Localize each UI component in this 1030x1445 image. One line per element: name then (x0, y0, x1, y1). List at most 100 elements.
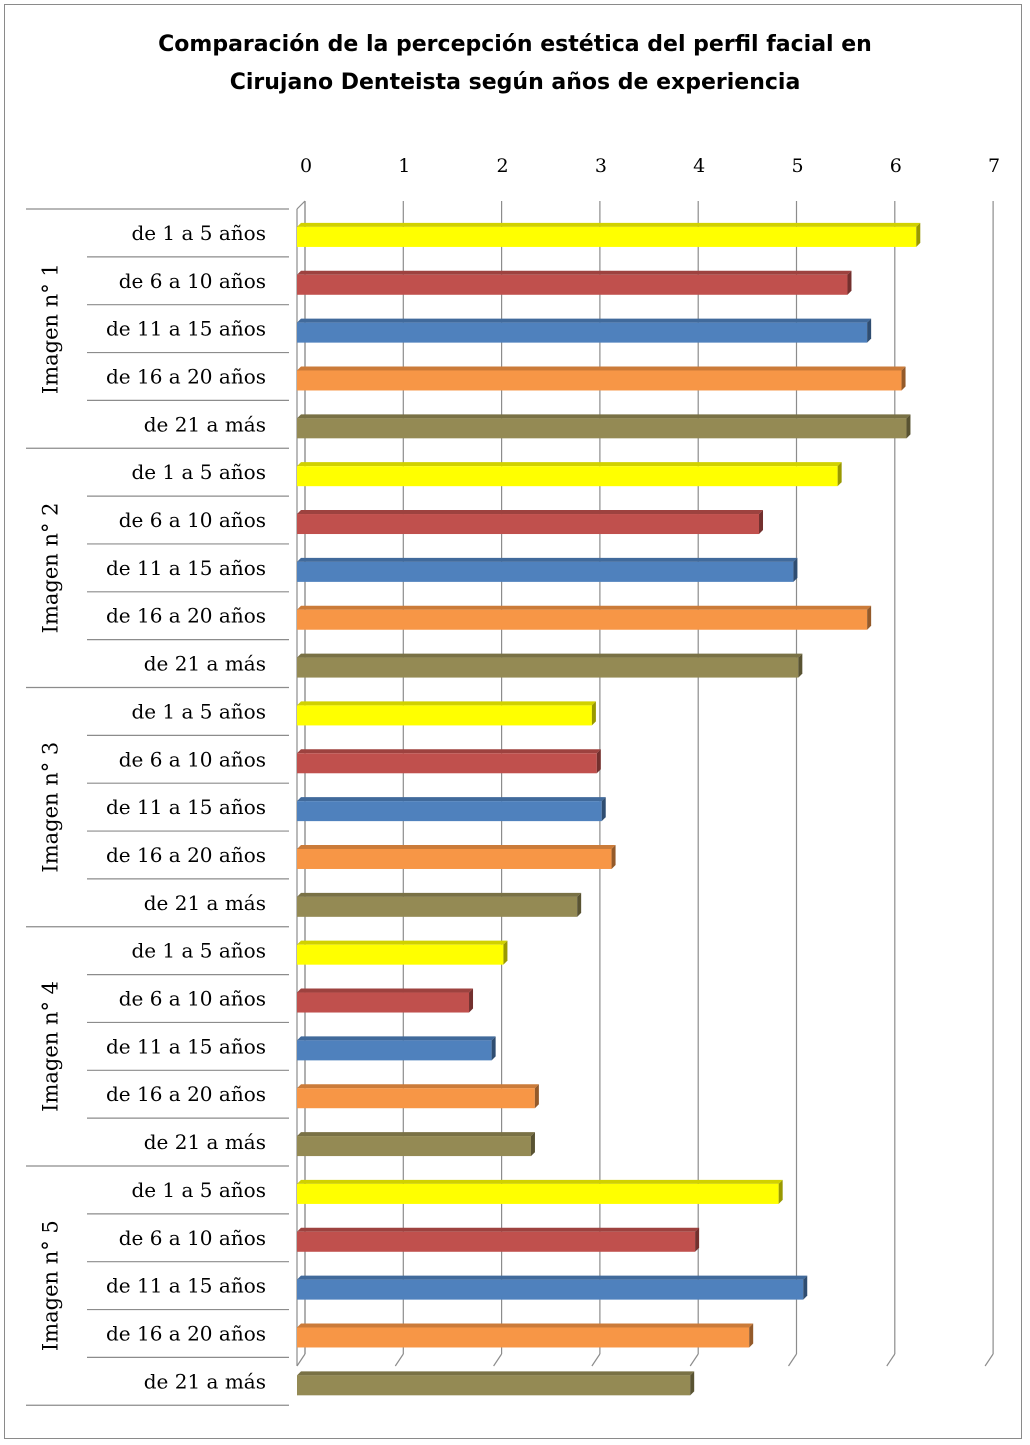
category-label: de 16 a 20 años (106, 1321, 266, 1345)
bar-front-face (297, 1231, 696, 1252)
bar-top-face (297, 653, 803, 658)
bar-top-face (297, 892, 582, 897)
bar (297, 462, 842, 487)
bar-end-face (534, 1084, 539, 1109)
bars (297, 222, 921, 1396)
bar-front-face (297, 609, 868, 630)
category-label: de 16 a 20 años (106, 843, 266, 867)
bar (297, 1227, 700, 1252)
bar-end-face (577, 892, 582, 917)
bar-end-face (503, 940, 508, 965)
bar (297, 940, 508, 965)
bar-end-face (690, 1371, 695, 1396)
bar-top-face (297, 414, 911, 419)
bar-top-face (297, 844, 616, 849)
category-label: de 6 a 10 años (119, 987, 266, 1011)
bar-top-face (297, 940, 508, 945)
bar-top-face (297, 1371, 695, 1376)
category-label: de 16 a 20 años (106, 604, 266, 628)
group-label: Imagen n° 2 (39, 502, 63, 633)
category-labels: de 1 a 5 años de 6 a 10 años de 11 a 15 añ… (39, 221, 267, 1393)
floor-gridline (689, 1353, 699, 1367)
floor-gridline (394, 1353, 404, 1367)
bar-front-face (297, 848, 612, 869)
bar (297, 270, 852, 295)
bar (297, 749, 601, 774)
bar (297, 1371, 695, 1396)
floor-gridline (493, 1353, 503, 1367)
floor-gridline (984, 1353, 994, 1367)
bar (297, 1036, 496, 1061)
bar-end-face (798, 653, 803, 678)
bar-front-face (297, 1375, 691, 1396)
bar-front-face (297, 322, 868, 343)
bar-end-face (803, 1275, 808, 1300)
bar-front-face (297, 753, 597, 774)
bar (297, 844, 616, 869)
floor-gridline (591, 1353, 601, 1367)
x-tick-label: 2 (497, 155, 509, 177)
bar-front-face (297, 705, 592, 726)
bar-top-face (297, 749, 601, 754)
bar (297, 1275, 808, 1300)
axes: 0 1 2 3 4 5 6 7 (26, 155, 1000, 1406)
category-label: de 1 a 5 años (131, 460, 266, 484)
category-label: de 1 a 5 años (131, 939, 266, 963)
bar (297, 988, 474, 1013)
x-tick-label: 5 (791, 155, 803, 177)
bar (297, 605, 872, 630)
bar-top-face (297, 1227, 700, 1232)
x-tick-label: 3 (595, 155, 607, 177)
bar-top-face (297, 366, 906, 371)
category-label: de 11 a 15 años (106, 1274, 266, 1298)
bar (297, 1132, 535, 1157)
bar-top-face (297, 1132, 535, 1137)
category-label: de 21 a más (144, 1369, 266, 1393)
bar-end-face (837, 462, 842, 487)
group-label: Imagen n° 4 (39, 981, 63, 1112)
bar-top-face (297, 701, 596, 706)
bar-front-face (297, 370, 902, 391)
bar-front-face (297, 1327, 750, 1348)
chart-title: Comparación de la percepción estética de… (0, 26, 1030, 102)
category-label: de 11 a 15 años (106, 317, 266, 341)
bar (297, 557, 798, 582)
category-label: de 6 a 10 años (119, 747, 266, 771)
x-tick-label: 7 (988, 155, 1000, 177)
floor-gridline (296, 1353, 306, 1367)
bar-top-face (297, 988, 474, 993)
bar-top-face (297, 1084, 539, 1089)
x-tick-label: 6 (890, 155, 902, 177)
category-label: de 21 a más (144, 891, 266, 915)
bar-top-face (297, 510, 764, 515)
bar-front-face (297, 466, 838, 487)
bar (297, 797, 606, 822)
bar-top-face (297, 1323, 754, 1328)
group-label: Imagen n° 5 (39, 1220, 63, 1351)
bar-top-face (297, 270, 852, 275)
bar-end-face (596, 749, 601, 774)
category-label: de 16 a 20 años (106, 364, 266, 388)
group-label: Imagen n° 1 (39, 263, 63, 394)
category-label: de 21 a más (144, 412, 266, 436)
bar-end-face (906, 414, 911, 439)
category-label: de 16 a 20 años (106, 1082, 266, 1106)
bar-end-face (491, 1036, 496, 1061)
category-label: de 11 a 15 años (106, 556, 266, 580)
bar-front-face (297, 1088, 535, 1109)
x-tick-label: 4 (693, 155, 705, 177)
bar (297, 366, 906, 391)
bar-front-face (297, 561, 794, 582)
x-tick-label: 0 (300, 155, 312, 177)
bar (297, 892, 582, 917)
bar-end-face (611, 844, 616, 869)
bar-front-face (297, 896, 578, 917)
bar-top-face (297, 557, 798, 562)
bar-front-face (297, 992, 470, 1013)
chart-title-line-1: Comparación de la percepción estética de… (158, 32, 872, 57)
category-label: de 6 a 10 años (119, 269, 266, 293)
floor-gridline (886, 1353, 896, 1367)
bar-top-face (297, 605, 872, 610)
bar-top-face (297, 462, 842, 467)
